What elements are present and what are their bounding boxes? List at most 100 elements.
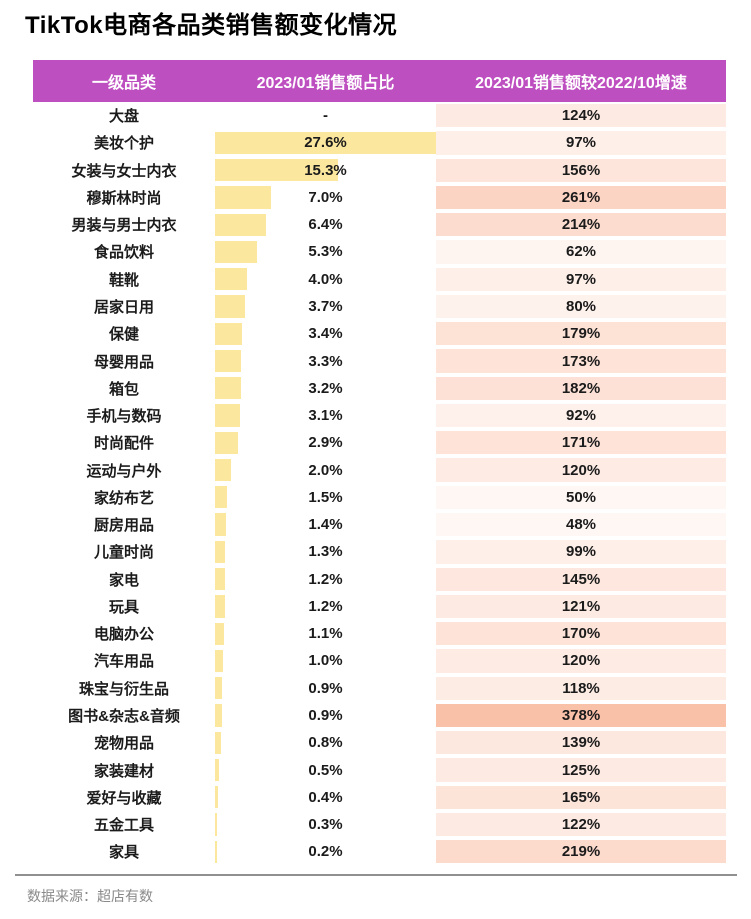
- share-cell: 1.2%: [215, 566, 436, 593]
- growth-label: 125%: [561, 761, 601, 779]
- growth-cell: 139%: [436, 729, 726, 756]
- share-label: 0.8%: [308, 734, 343, 752]
- growth-heat: 120%: [436, 458, 726, 482]
- growth-cell: 170%: [436, 620, 726, 647]
- header-category: 一级品类: [91, 75, 156, 92]
- share-bar: [215, 458, 231, 482]
- table-row: 女装与女士内衣 15.3% 156%: [33, 157, 726, 184]
- category-label: 爱好与收藏: [86, 789, 162, 807]
- category-cell: 汽车用品: [33, 647, 215, 674]
- category-cell: 男装与男士内衣: [33, 211, 215, 238]
- table-row: 爱好与收藏 0.4% 165%: [33, 784, 726, 811]
- category-cell: 家具: [33, 838, 215, 865]
- page-title: TikTok电商各品类销售额变化情况: [25, 12, 398, 39]
- share-label: -: [323, 107, 328, 125]
- growth-heat: 80%: [436, 294, 726, 319]
- growth-cell: 378%: [436, 702, 726, 729]
- category-label: 儿童时尚: [93, 544, 154, 562]
- share-cell: 7.0%: [215, 184, 436, 211]
- category-cell: 五金工具: [33, 811, 215, 838]
- growth-heat: 120%: [436, 649, 726, 673]
- growth-heat: 165%: [436, 785, 726, 809]
- growth-label: 80%: [565, 297, 597, 315]
- growth-label: 171%: [561, 434, 601, 452]
- growth-heat: 170%: [436, 622, 726, 646]
- table-row: 居家日用 3.7% 80%: [33, 293, 726, 320]
- table-row: 时尚配件 2.9% 171%: [33, 429, 726, 456]
- category-label: 厨房用品: [93, 517, 154, 535]
- table-row: 宠物用品 0.8% 139%: [33, 729, 726, 756]
- category-cell: 家装建材: [33, 756, 215, 783]
- growth-label: 182%: [561, 379, 601, 397]
- category-label: 女装与女士内衣: [71, 162, 177, 180]
- category-label: 手机与数码: [86, 408, 162, 426]
- category-label: 美妆个护: [93, 135, 154, 153]
- share-bar: [215, 404, 240, 427]
- growth-label: 120%: [561, 461, 601, 479]
- footer-divider: [15, 874, 737, 876]
- share-label: 1.5%: [308, 488, 343, 506]
- share-label: 0.9%: [308, 706, 343, 724]
- share-cell: 0.9%: [215, 702, 436, 729]
- share-bar: [215, 431, 239, 454]
- growth-heat: 219%: [436, 840, 726, 864]
- share-cell: 3.7%: [215, 293, 436, 320]
- growth-heat: 179%: [436, 322, 726, 346]
- growth-label: 179%: [561, 325, 601, 343]
- growth-cell: 97%: [436, 129, 726, 156]
- growth-label: 173%: [561, 352, 601, 370]
- growth-heat: 97%: [436, 131, 726, 155]
- growth-label: 165%: [561, 788, 601, 806]
- share-label: 3.4%: [308, 325, 343, 343]
- growth-cell: 179%: [436, 320, 726, 347]
- category-cell: 电脑办公: [33, 620, 215, 647]
- growth-cell: 156%: [436, 157, 726, 184]
- growth-cell: 122%: [436, 811, 726, 838]
- table-row: 鞋靴 4.0% 97%: [33, 266, 726, 293]
- share-bar: [215, 377, 241, 400]
- table-body: 大盘 - 124% 美妆个护 27.6% 97% 女装与女士内衣 15.3% 156% 穆斯林时尚…: [33, 102, 726, 865]
- header-growth: 2023/01销售额较2022/10增速: [475, 75, 687, 92]
- table-row: 五金工具 0.3% 122%: [33, 811, 726, 838]
- table-row: 图书&杂志&音频 0.9% 378%: [33, 702, 726, 729]
- share-cell: 15.3%: [215, 157, 436, 184]
- growth-heat: 124%: [436, 104, 726, 128]
- table-header: 一级品类 2023/01销售额占比 2023/01销售额较2022/10增速: [33, 60, 726, 102]
- category-cell: 食品饮料: [33, 238, 215, 265]
- growth-heat: 139%: [436, 731, 726, 755]
- growth-cell: 62%: [436, 238, 726, 265]
- category-cell: 运动与户外: [33, 456, 215, 483]
- growth-cell: 171%: [436, 429, 726, 456]
- growth-cell: 219%: [436, 838, 726, 865]
- share-label: 15.3%: [304, 161, 347, 179]
- share-cell: 3.1%: [215, 402, 436, 429]
- growth-label: 97%: [565, 134, 597, 152]
- growth-label: 170%: [561, 625, 601, 643]
- share-cell: 2.9%: [215, 429, 436, 456]
- share-cell: 4.0%: [215, 266, 436, 293]
- share-cell: 5.3%: [215, 238, 436, 265]
- category-label: 宠物用品: [93, 735, 154, 753]
- growth-heat: 214%: [436, 213, 726, 237]
- table-row: 家装建材 0.5% 125%: [33, 756, 726, 783]
- category-label: 家电: [108, 571, 139, 589]
- share-label: 0.2%: [308, 843, 343, 861]
- share-label: 1.2%: [308, 570, 343, 588]
- growth-heat: 48%: [436, 512, 726, 537]
- table-row: 箱包 3.2% 182%: [33, 375, 726, 402]
- category-cell: 珠宝与衍生品: [33, 675, 215, 702]
- share-label: 1.1%: [308, 625, 343, 643]
- share-cell: 1.1%: [215, 620, 436, 647]
- growth-label: 121%: [561, 597, 601, 615]
- growth-cell: 121%: [436, 593, 726, 620]
- table-row: 大盘 - 124%: [33, 102, 726, 129]
- growth-label: 378%: [561, 706, 601, 724]
- category-cell: 居家日用: [33, 293, 215, 320]
- table-row: 母婴用品 3.3% 173%: [33, 347, 726, 374]
- category-label: 汽车用品: [93, 653, 154, 671]
- category-cell: 美妆个护: [33, 129, 215, 156]
- share-label: 6.4%: [308, 216, 343, 234]
- share-bar: [215, 758, 219, 782]
- category-cell: 手机与数码: [33, 402, 215, 429]
- category-label: 鞋靴: [108, 271, 139, 289]
